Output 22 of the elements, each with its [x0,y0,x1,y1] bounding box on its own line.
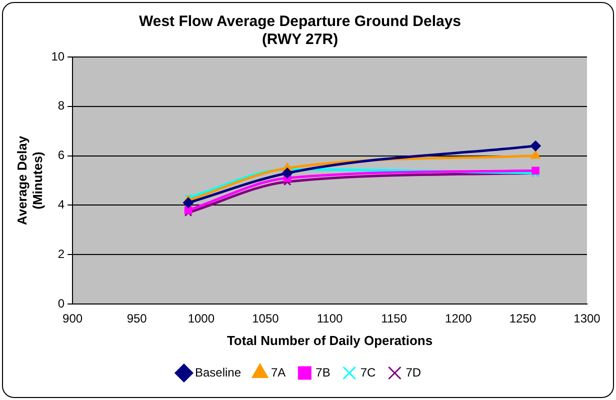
y-tick-label: 10 [51,49,65,64]
x-tick-label: 950 [126,312,148,326]
legend-label: 7C [360,365,376,380]
x-axis-title: Total Number of Daily Operations [226,332,433,348]
x-tick-label: 1200 [445,312,472,326]
chart-title: West Flow Average Departure Ground Delays (RWY 27R) [138,13,462,48]
x-tick-label: 1150 [381,312,408,326]
y-tick-label: 0 [58,296,65,310]
legend-label: 7B [316,365,330,380]
x-tick-label: 1000 [188,312,215,326]
x-tick-label: 1250 [509,312,536,326]
x-tick-label: 900 [62,312,83,326]
x-tick-label: 1050 [252,312,280,326]
y-tick-label: 4 [58,198,65,212]
x-tick-label: 1100 [316,312,343,326]
x-tick-label: 1300 [574,312,601,326]
legend-label: 7A [271,365,286,380]
y-tick-label: 8 [58,98,65,113]
legend-label: Baseline [194,365,242,380]
y-axis-title: Average Delay (Minutes) [14,135,45,226]
y-tick-label: 2 [58,246,65,261]
y-tick-label: 6 [58,148,65,162]
